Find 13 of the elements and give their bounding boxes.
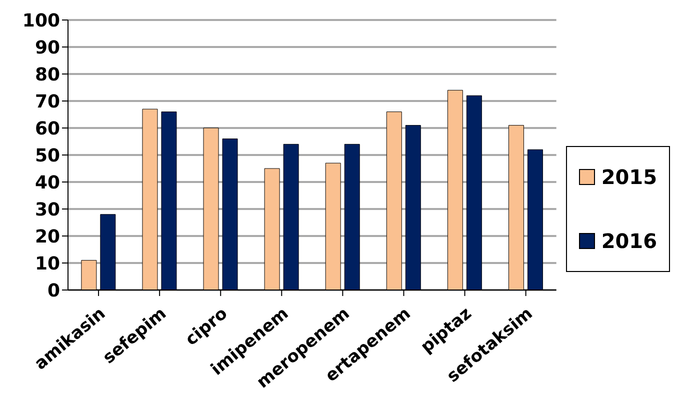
y-tick-label: 20 bbox=[34, 226, 60, 248]
legend-label: 2015 bbox=[600, 165, 657, 189]
y-tick-label: 60 bbox=[34, 118, 60, 140]
y-tick-label: 10 bbox=[34, 253, 60, 274]
y-tick-label: 80 bbox=[34, 64, 60, 86]
y-tick-label: 70 bbox=[34, 91, 60, 112]
y-tick-label: 0 bbox=[47, 280, 60, 302]
y-tick-label: 100 bbox=[22, 10, 60, 32]
legend-label: 2016 bbox=[600, 229, 657, 253]
y-tick-label: 50 bbox=[34, 145, 60, 166]
y-tick-label: 90 bbox=[34, 37, 60, 58]
y-tick-label: 40 bbox=[34, 172, 60, 194]
y-tick-label: 30 bbox=[34, 199, 60, 220]
